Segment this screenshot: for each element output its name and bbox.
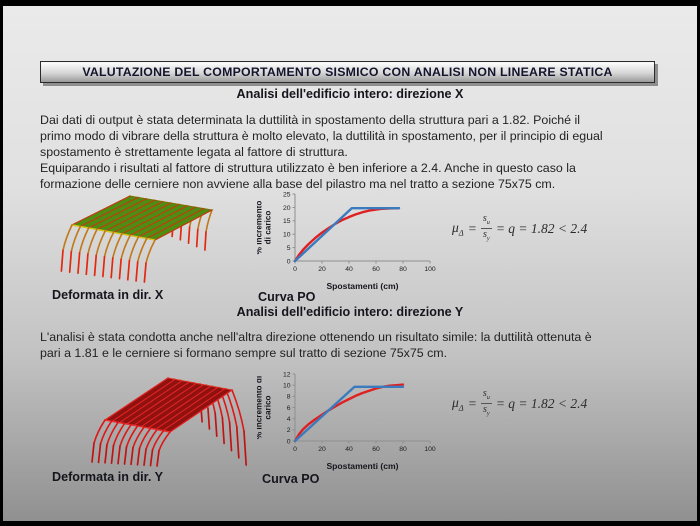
ductility-formula-y: μΔ = su sy = q = 1.82 < 2.4 (452, 388, 588, 418)
formula-x-num-base: s (482, 213, 487, 224)
svg-text:60: 60 (372, 446, 380, 453)
svg-text:100: 100 (424, 446, 436, 453)
formula-x-numerator: su (480, 213, 492, 229)
formula-y-denominator: sy (483, 404, 490, 418)
formula-x-fraction: su sy (480, 213, 492, 243)
deformed-structure-y-figure (91, 377, 248, 467)
figure-label-deformata-x: Deformata in dir. X (52, 288, 164, 302)
svg-text:Spostamenti (cm): Spostamenti (cm) (326, 281, 398, 291)
svg-text:4: 4 (287, 416, 291, 423)
formula-y-fraction: su sy (480, 388, 492, 418)
svg-text:% incrementodi carico: % incrementodi carico (257, 201, 273, 255)
deformed-structure-x-figure (60, 195, 214, 283)
svg-text:% incremento dicarico: % incremento dicarico (257, 376, 273, 439)
formula-y-mu-sub: Δ (458, 403, 464, 413)
svg-text:2: 2 (287, 427, 291, 434)
formula-y-tail: = q = 1.82 < 2.4 (495, 396, 588, 411)
formula-x-tail: = q = 1.82 < 2.4 (495, 221, 588, 236)
pushover-chart-y: 0 2 4 6 8 10 12 0 20 40 60 80 100 % incremento dicari… (257, 371, 436, 471)
svg-text:20: 20 (318, 266, 326, 273)
formula-y-mu: μΔ (452, 395, 464, 413)
svg-text:0: 0 (287, 438, 291, 445)
svg-text:10: 10 (283, 232, 291, 239)
svg-text:20: 20 (318, 446, 326, 453)
svg-text:100: 100 (424, 266, 436, 273)
svg-text:80: 80 (399, 446, 407, 453)
svg-text:5: 5 (287, 245, 291, 252)
figure-label-deformata-y: Deformata in dir. Y (52, 470, 164, 484)
section-x-heading: Analisi dell'edificio intero: direzione … (236, 87, 464, 101)
svg-text:40: 40 (345, 266, 353, 273)
formula-y-num-base: s (482, 388, 487, 399)
slide: VALUTAZIONE DEL COMPORTAMENTO SISMICO CO… (3, 6, 697, 521)
figure-label-curva-po-x: Curva PO (258, 290, 316, 304)
svg-text:60: 60 (372, 266, 380, 273)
formula-x-denominator: sy (483, 229, 490, 243)
svg-text:12: 12 (283, 371, 291, 378)
formula-x-equals: = (467, 221, 477, 236)
ductility-formula-x: μΔ = su sy = q = 1.82 < 2.4 (452, 213, 588, 243)
svg-text:25: 25 (283, 191, 291, 198)
formula-x-mu-base: μ (452, 220, 459, 236)
formula-x-den-base: s (482, 228, 487, 240)
formula-y-equals: = (467, 396, 477, 411)
formula-y-den-sub: y (486, 409, 490, 417)
svg-text:15: 15 (283, 218, 291, 225)
svg-text:0: 0 (293, 266, 297, 273)
svg-text:80: 80 (399, 266, 407, 273)
slide-title-bar: VALUTAZIONE DEL COMPORTAMENTO SISMICO CO… (40, 61, 655, 83)
formula-x-mu-sub: Δ (458, 228, 464, 238)
svg-text:40: 40 (345, 446, 353, 453)
slide-title: VALUTAZIONE DEL COMPORTAMENTO SISMICO CO… (82, 65, 613, 79)
svg-text:8: 8 (287, 394, 291, 401)
svg-text:6: 6 (287, 405, 291, 412)
section-x-body: Dai dati di output è stata determinata l… (40, 113, 603, 191)
formula-x-mu: μΔ (452, 220, 464, 238)
formula-y-numerator: su (480, 388, 492, 404)
svg-text:20: 20 (283, 205, 291, 212)
figure-label-curva-po-y: Curva PO (262, 472, 320, 486)
section-y-body: L'analisi è stata condotta anche nell'al… (40, 330, 592, 360)
formula-x-den-sub: y (486, 234, 490, 242)
formula-y-num-sub: u (486, 394, 490, 401)
formula-y-mu-base: μ (452, 395, 459, 411)
formula-x-num-sub: u (486, 219, 490, 226)
formula-y-den-base: s (482, 403, 487, 415)
pushover-chart-x: 0 5 10 15 20 25 0 20 40 60 80 100 % incrementodi car… (257, 191, 436, 291)
section-y-heading: Analisi dell'edificio intero: direzione … (236, 305, 464, 319)
svg-text:0: 0 (287, 258, 291, 265)
svg-text:0: 0 (293, 446, 297, 453)
svg-text:10: 10 (283, 383, 291, 390)
svg-text:Spostamenti (cm): Spostamenti (cm) (326, 461, 398, 471)
